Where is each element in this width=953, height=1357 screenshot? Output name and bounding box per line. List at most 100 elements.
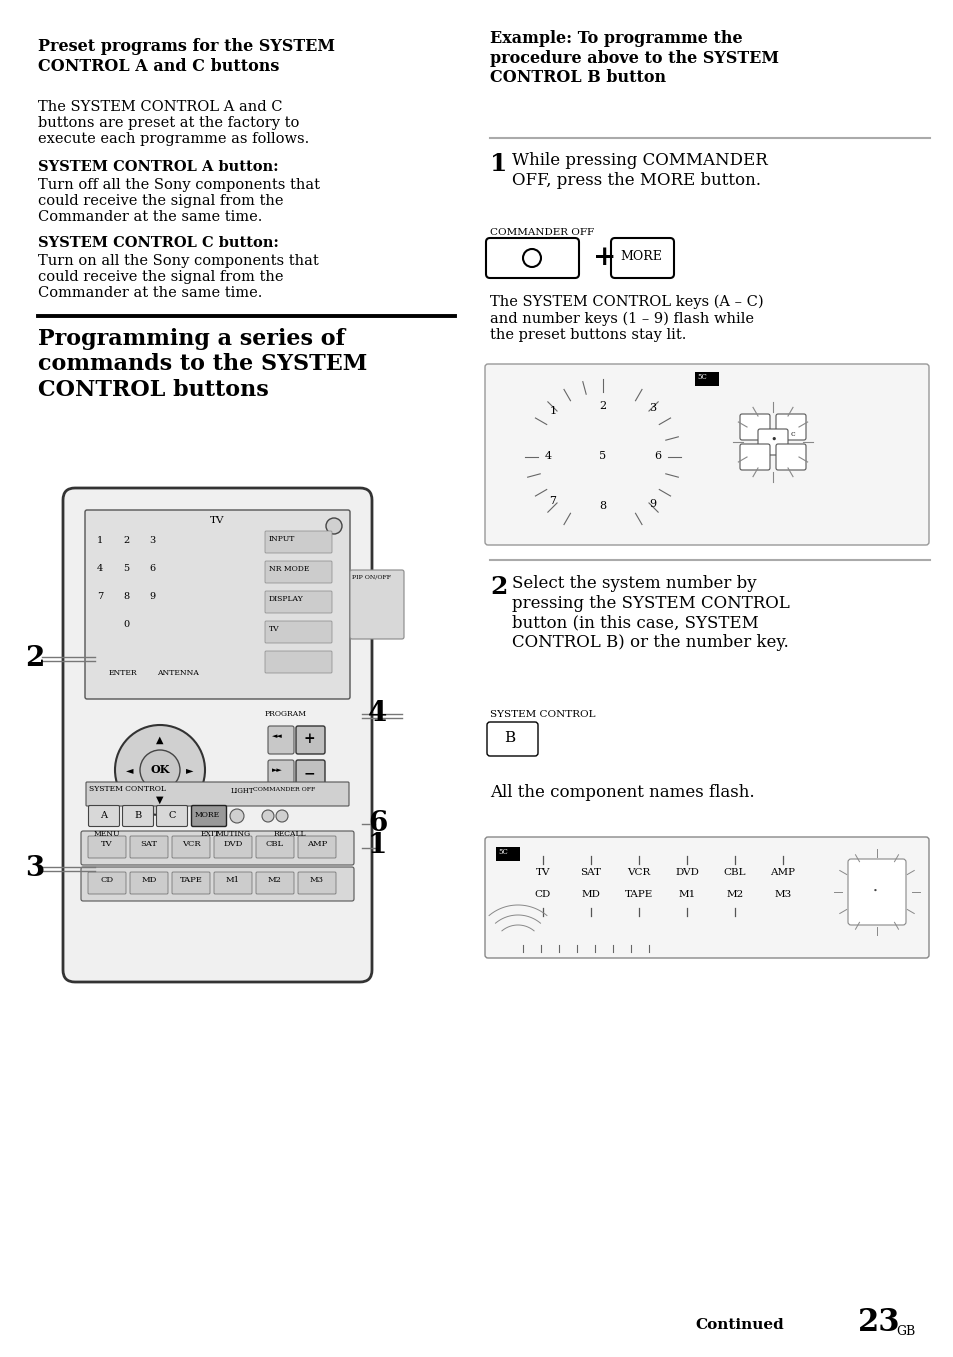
Text: SAT: SAT	[140, 840, 157, 848]
Text: ►►: ►►	[272, 765, 282, 773]
Text: The SYSTEM CONTROL keys (A – C)
and number keys (1 – 9) flash while
the preset b: The SYSTEM CONTROL keys (A – C) and numb…	[490, 294, 762, 342]
Text: 1: 1	[97, 536, 103, 546]
FancyBboxPatch shape	[265, 592, 332, 613]
FancyBboxPatch shape	[81, 867, 354, 901]
FancyBboxPatch shape	[265, 622, 332, 643]
Circle shape	[262, 810, 274, 822]
Text: c: c	[790, 430, 795, 438]
Text: 5: 5	[123, 565, 129, 573]
Text: COMMANDER OFF: COMMANDER OFF	[490, 228, 594, 237]
Text: 3: 3	[649, 403, 656, 413]
Text: LIGHT: LIGHT	[231, 787, 254, 795]
Circle shape	[202, 833, 218, 849]
Text: MORE: MORE	[619, 250, 661, 263]
Text: CD: CD	[535, 890, 551, 898]
Bar	[695, 372, 719, 385]
FancyBboxPatch shape	[297, 873, 335, 894]
Text: MUTING: MUTING	[215, 830, 251, 839]
Circle shape	[230, 809, 244, 822]
Text: M3: M3	[774, 890, 791, 898]
Text: VCR: VCR	[627, 868, 650, 877]
Text: 1: 1	[549, 406, 556, 417]
FancyBboxPatch shape	[172, 836, 210, 858]
FancyBboxPatch shape	[297, 836, 335, 858]
FancyBboxPatch shape	[265, 651, 332, 673]
Text: C: C	[168, 811, 175, 820]
FancyBboxPatch shape	[255, 873, 294, 894]
Circle shape	[99, 833, 115, 849]
Text: Turn on all the Sony components that
could receive the signal from the
Commander: Turn on all the Sony components that cou…	[38, 254, 318, 300]
Text: SYSTEM CONTROL: SYSTEM CONTROL	[490, 710, 595, 719]
Text: 3: 3	[149, 536, 155, 546]
Circle shape	[522, 248, 540, 267]
Text: •: •	[769, 436, 776, 445]
Text: 7: 7	[97, 592, 103, 601]
FancyBboxPatch shape	[610, 237, 673, 278]
Text: Example: To programme the
procedure above to the SYSTEM
CONTROL B button: Example: To programme the procedure abov…	[490, 30, 779, 87]
FancyBboxPatch shape	[350, 570, 403, 639]
Text: VCR: VCR	[181, 840, 200, 848]
Text: Programming a series of
commands to the SYSTEM
CONTROL buttons: Programming a series of commands to the …	[38, 328, 367, 400]
FancyBboxPatch shape	[89, 806, 119, 826]
FancyBboxPatch shape	[740, 444, 769, 470]
Text: TV: TV	[536, 868, 550, 877]
Text: Continued: Continued	[695, 1318, 783, 1333]
Text: OK: OK	[151, 764, 170, 775]
Text: TV: TV	[210, 516, 224, 525]
Text: TAPE: TAPE	[624, 890, 653, 898]
FancyBboxPatch shape	[122, 806, 153, 826]
Text: ▼: ▼	[156, 795, 164, 805]
FancyBboxPatch shape	[847, 859, 905, 925]
FancyBboxPatch shape	[213, 873, 252, 894]
Text: 9: 9	[149, 592, 155, 601]
FancyBboxPatch shape	[265, 560, 332, 584]
Text: +: +	[593, 244, 616, 271]
FancyBboxPatch shape	[130, 873, 168, 894]
Text: MENU: MENU	[93, 830, 120, 839]
FancyBboxPatch shape	[88, 836, 126, 858]
FancyBboxPatch shape	[484, 837, 928, 958]
FancyBboxPatch shape	[486, 722, 537, 756]
FancyBboxPatch shape	[775, 444, 805, 470]
Text: 5: 5	[598, 451, 606, 461]
FancyBboxPatch shape	[265, 531, 332, 554]
FancyBboxPatch shape	[86, 782, 349, 806]
Text: 0: 0	[123, 620, 129, 630]
Text: SYSTEM CONTROL C button:: SYSTEM CONTROL C button:	[38, 236, 278, 250]
Text: M2: M2	[268, 877, 282, 883]
Text: ◄◄: ◄◄	[272, 731, 282, 740]
Text: The SYSTEM CONTROL A and C
buttons are preset at the factory to
execute each pro: The SYSTEM CONTROL A and C buttons are p…	[38, 100, 309, 147]
Text: COMMANDER OFF: COMMANDER OFF	[253, 787, 314, 792]
FancyBboxPatch shape	[295, 726, 325, 754]
Text: 1: 1	[490, 152, 507, 176]
Text: 2: 2	[490, 575, 507, 598]
Text: GB: GB	[895, 1324, 914, 1338]
Text: EXIT: EXIT	[200, 830, 219, 839]
Circle shape	[275, 810, 288, 822]
Text: M3: M3	[310, 877, 324, 883]
Text: CBL: CBL	[266, 840, 284, 848]
Text: AMP: AMP	[307, 840, 327, 848]
FancyBboxPatch shape	[81, 830, 354, 864]
Text: INPUT: INPUT	[269, 535, 295, 543]
Text: SYSTEM CONTROL: SYSTEM CONTROL	[89, 784, 166, 792]
FancyBboxPatch shape	[63, 489, 372, 982]
Text: ▲: ▲	[156, 735, 164, 745]
Text: SYSTEM CONTROL A button:: SYSTEM CONTROL A button:	[38, 160, 278, 174]
Text: 5C: 5C	[497, 848, 507, 856]
Text: 2: 2	[598, 402, 606, 411]
Text: 6: 6	[149, 565, 155, 573]
Text: AMP: AMP	[770, 868, 795, 877]
Text: DISPLAY: DISPLAY	[269, 594, 303, 603]
Text: TV: TV	[101, 840, 112, 848]
Text: 5C: 5C	[697, 373, 706, 381]
Text: 6: 6	[368, 810, 387, 837]
FancyBboxPatch shape	[268, 760, 294, 788]
Text: B: B	[134, 811, 141, 820]
Text: M1: M1	[678, 890, 695, 898]
Text: ◄: ◄	[126, 765, 133, 775]
Text: PIP ON/OFF: PIP ON/OFF	[352, 574, 391, 579]
Circle shape	[225, 833, 241, 849]
Text: SAT: SAT	[579, 868, 601, 877]
FancyBboxPatch shape	[213, 836, 252, 858]
